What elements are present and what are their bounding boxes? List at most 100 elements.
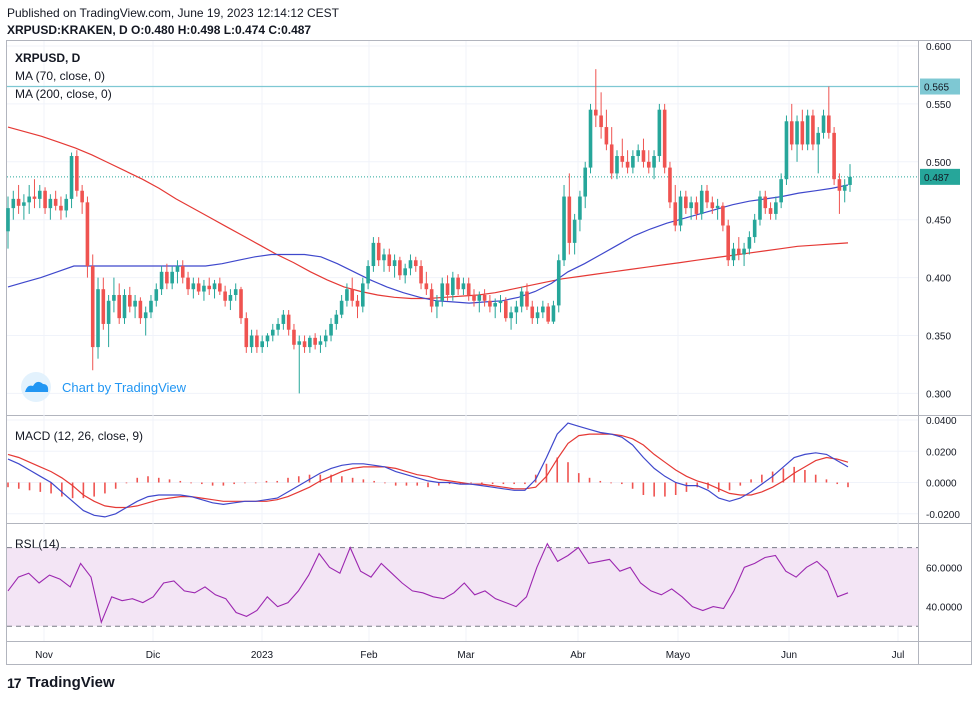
candle[interactable]: [503, 300, 508, 319]
candle[interactable]: [689, 202, 693, 209]
macd-pane[interactable]: [7, 422, 849, 518]
candle[interactable]: [329, 323, 333, 336]
candle[interactable]: [805, 115, 810, 145]
candle[interactable]: [821, 115, 826, 133]
candle[interactable]: [218, 283, 222, 292]
candle[interactable]: [599, 115, 603, 128]
candle[interactable]: [477, 294, 482, 301]
candle[interactable]: [445, 283, 450, 295]
candle[interactable]: [48, 198, 53, 209]
candle[interactable]: [149, 300, 153, 313]
candle[interactable]: [90, 266, 95, 348]
candle[interactable]: [662, 109, 667, 168]
candle[interactable]: [392, 260, 397, 267]
candle[interactable]: [59, 205, 63, 211]
candle[interactable]: [64, 198, 69, 211]
candle[interactable]: [11, 198, 16, 209]
candle[interactable]: [472, 294, 476, 301]
candle[interactable]: [768, 208, 773, 214]
candle[interactable]: [355, 300, 360, 307]
candle[interactable]: [636, 150, 640, 157]
candle[interactable]: [827, 115, 831, 133]
candle[interactable]: [127, 294, 132, 307]
candle[interactable]: [122, 294, 127, 319]
candle[interactable]: [403, 268, 407, 276]
candle[interactable]: [207, 285, 212, 290]
price-pane[interactable]: [6, 69, 918, 394]
candle[interactable]: [461, 283, 466, 290]
candle[interactable]: [752, 219, 757, 238]
candle[interactable]: [323, 335, 328, 342]
candle[interactable]: [668, 167, 672, 203]
candle[interactable]: [546, 306, 550, 322]
candle[interactable]: [694, 202, 699, 214]
candle[interactable]: [276, 323, 280, 330]
candle[interactable]: [244, 318, 249, 348]
candle[interactable]: [80, 190, 84, 203]
candle[interactable]: [578, 196, 582, 220]
candle[interactable]: [519, 291, 524, 307]
rsi-pane[interactable]: [7, 542, 918, 627]
candle[interactable]: [837, 179, 842, 191]
candle[interactable]: [736, 248, 741, 255]
candle[interactable]: [525, 291, 529, 307]
candle[interactable]: [43, 190, 47, 209]
candle[interactable]: [466, 283, 471, 295]
candle[interactable]: [143, 312, 148, 319]
candle[interactable]: [302, 341, 307, 348]
candle[interactable]: [101, 289, 106, 324]
candle[interactable]: [334, 314, 339, 324]
candle[interactable]: [842, 184, 847, 191]
candle[interactable]: [106, 300, 111, 324]
candle[interactable]: [387, 254, 392, 267]
candle[interactable]: [117, 294, 122, 319]
candle[interactable]: [255, 335, 259, 348]
candle[interactable]: [281, 314, 286, 324]
candle[interactable]: [440, 283, 445, 301]
candle[interactable]: [795, 121, 799, 145]
candle[interactable]: [435, 300, 439, 307]
candle[interactable]: [774, 202, 778, 214]
candle[interactable]: [429, 289, 434, 307]
candle[interactable]: [699, 190, 704, 214]
candle[interactable]: [562, 196, 566, 261]
candle[interactable]: [657, 109, 662, 157]
candle[interactable]: [535, 312, 540, 319]
candle[interactable]: [32, 196, 37, 199]
candle[interactable]: [848, 176, 852, 185]
candle[interactable]: [509, 312, 513, 319]
candle[interactable]: [270, 329, 275, 336]
candle[interactable]: [361, 283, 365, 307]
candle[interactable]: [710, 202, 715, 209]
candle[interactable]: [721, 205, 725, 226]
candle[interactable]: [376, 242, 381, 261]
candle[interactable]: [784, 121, 789, 180]
candle[interactable]: [345, 289, 349, 301]
candle[interactable]: [233, 289, 238, 295]
candle[interactable]: [133, 300, 137, 307]
candle[interactable]: [832, 132, 836, 180]
candle[interactable]: [297, 341, 302, 345]
candle[interactable]: [816, 132, 821, 145]
candle[interactable]: [514, 306, 519, 313]
candle[interactable]: [371, 242, 376, 267]
candle[interactable]: [673, 202, 678, 226]
candle[interactable]: [747, 237, 752, 249]
candle[interactable]: [350, 289, 355, 301]
candle[interactable]: [292, 329, 296, 345]
candle[interactable]: [625, 161, 630, 168]
candle[interactable]: [239, 289, 243, 319]
candle[interactable]: [615, 156, 619, 174]
candle[interactable]: [313, 337, 317, 345]
candle[interactable]: [138, 300, 143, 319]
candle[interactable]: [419, 266, 423, 284]
candle[interactable]: [588, 109, 593, 168]
candle[interactable]: [646, 161, 651, 168]
candle[interactable]: [551, 305, 556, 322]
candle[interactable]: [631, 156, 635, 168]
candle[interactable]: [175, 266, 180, 272]
candle[interactable]: [398, 260, 402, 276]
candle[interactable]: [604, 127, 609, 145]
candle[interactable]: [191, 283, 196, 290]
